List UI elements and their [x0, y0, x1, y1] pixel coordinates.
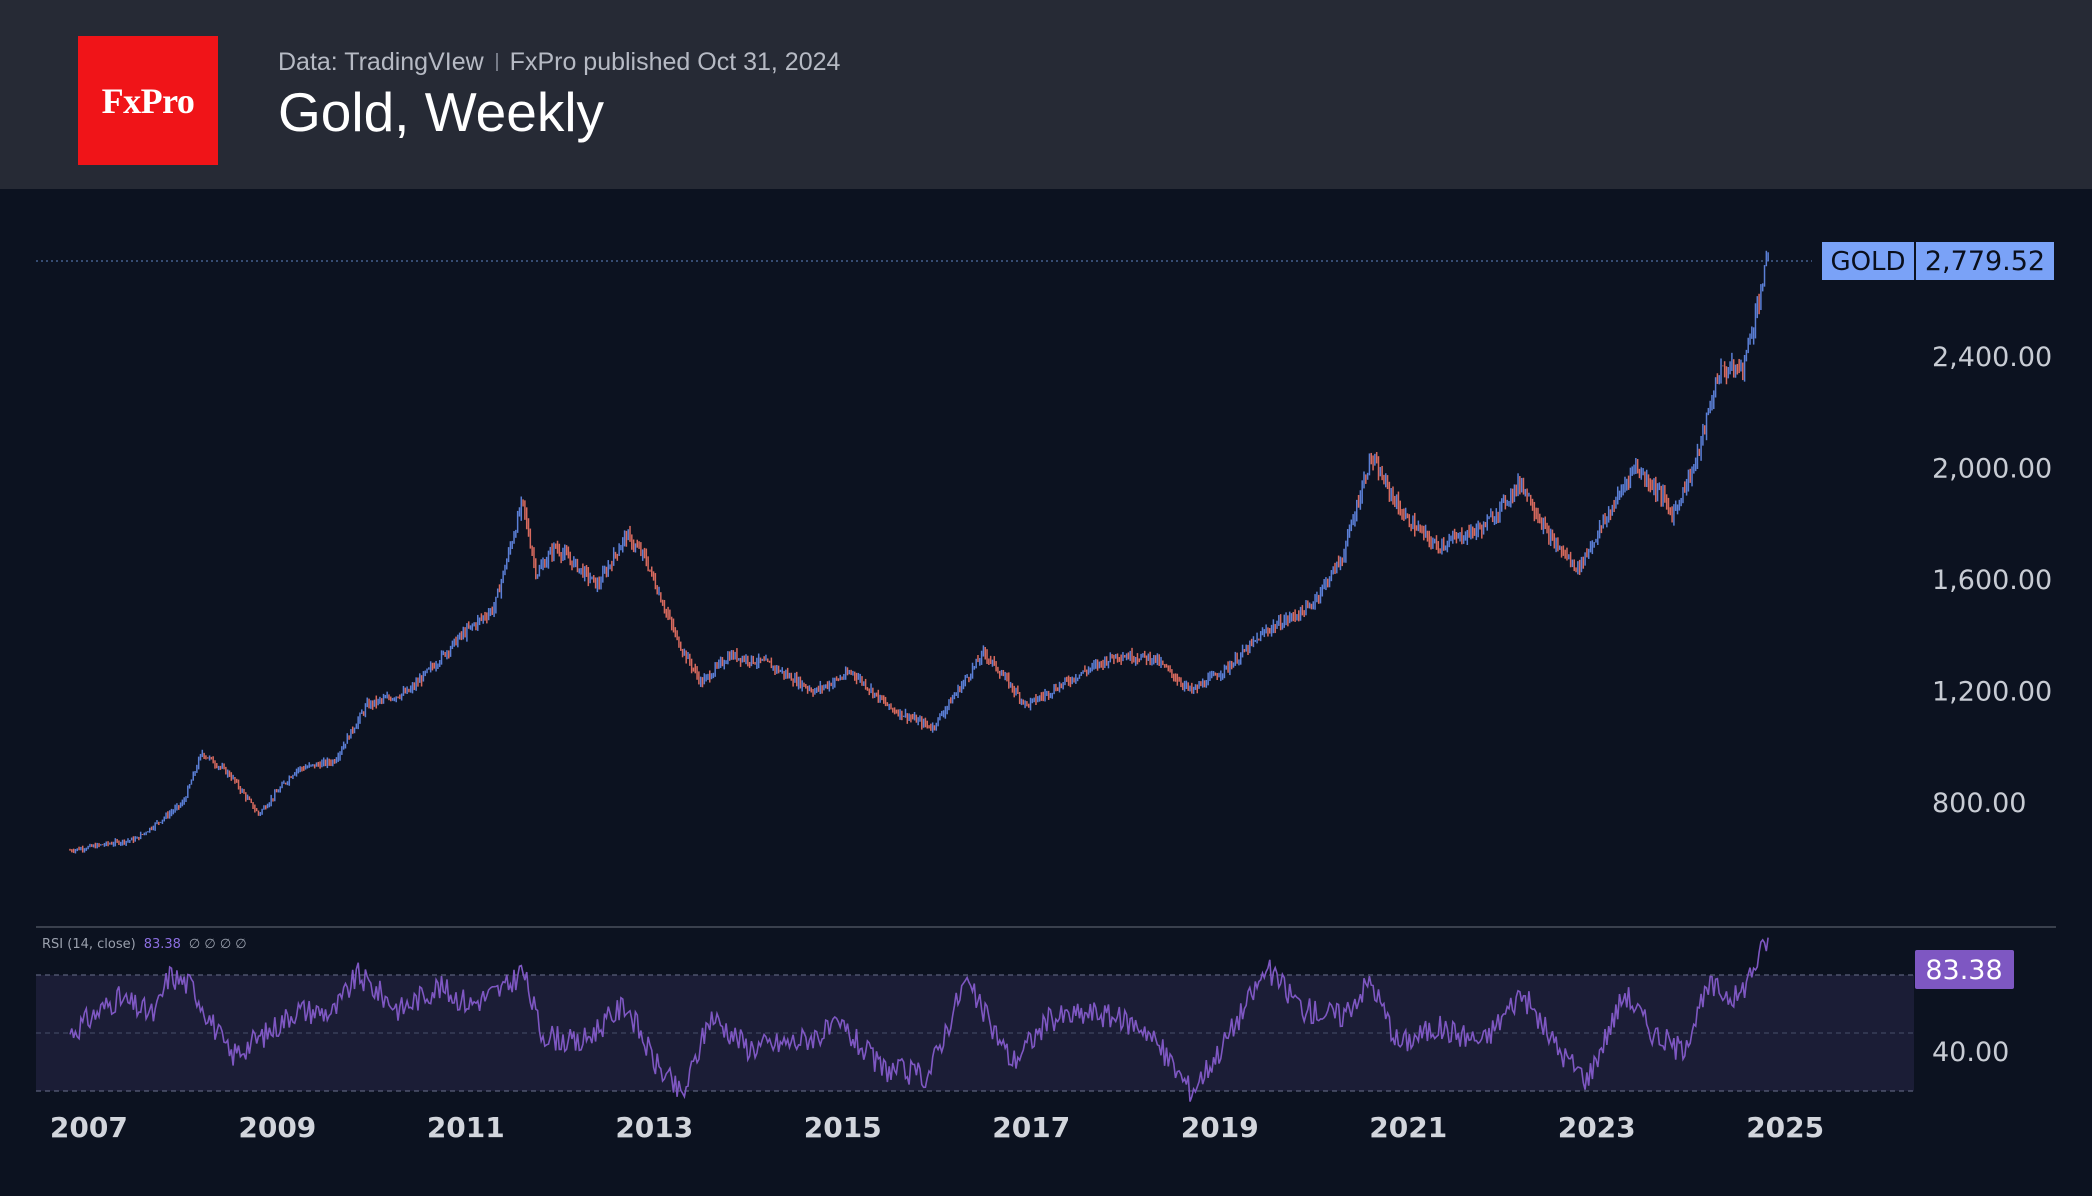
time-axis-tick: 2021 — [1369, 1111, 1447, 1144]
rsi-axis-tick: 40.00 — [1932, 1037, 2009, 1068]
price-axis-tick: 800.00 — [1932, 788, 2026, 819]
symbol-label: GOLD — [1830, 247, 1905, 277]
data-source: Data: TradingVIew — [278, 48, 484, 76]
price-axis-tick: 1,200.00 — [1932, 676, 2052, 707]
svg-text:RSI (14, close)83.38∅ ∅ ∅ ∅: RSI (14, close) 83.38 ∅ ∅ ∅ ∅ — [42, 937, 247, 952]
fxpro-logo: FxPro — [78, 36, 218, 165]
rsi-legend-value: 83.38 — [144, 937, 181, 952]
symbol-badge: GOLD — [1822, 242, 1914, 280]
time-axis: 2007 2009 2011 2013 2015 2017 2019 2021 2023 2025 — [50, 1111, 1824, 1144]
rsi-value-badge: 83.38 — [1915, 950, 2014, 989]
candles — [69, 250, 1769, 854]
rsi-line — [69, 937, 1769, 1102]
time-axis-tick: 2017 — [992, 1111, 1070, 1144]
time-axis-tick: 2009 — [238, 1111, 316, 1144]
price-axis-tick: 2,400.00 — [1932, 342, 2052, 373]
last-price-badge: 2,779.52 — [1916, 242, 2054, 280]
price-axis: 800.00 1,200.00 1,600.00 2,000.00 2,400.00 — [1932, 342, 2052, 819]
page-title: Gold, Weekly — [278, 81, 605, 143]
price-chart: 800.00 1,200.00 1,600.00 2,000.00 2,400.00 2… — [36, 242, 2056, 1144]
time-axis-tick: 2023 — [1558, 1111, 1636, 1144]
price-axis-tick: 1,600.00 — [1932, 565, 2052, 596]
rsi-legend: RSI (14, close) 83.38 ∅ ∅ ∅ ∅ — [42, 937, 247, 952]
last-price-label: 2,779.52 — [1925, 246, 2045, 277]
rsi-value-label: 83.38 — [1925, 955, 2002, 986]
published-info: FxPro published Oct 31, 2024 — [509, 48, 841, 76]
time-axis-tick: 2015 — [804, 1111, 882, 1144]
rsi-legend-label: RSI (14, close) — [42, 937, 136, 952]
meta-separator — [495, 53, 498, 71]
price-axis-tick: 2,000.00 — [1932, 453, 2052, 484]
rsi-legend-extra: ∅ ∅ ∅ ∅ — [189, 937, 247, 952]
time-axis-tick: 2007 — [50, 1111, 128, 1144]
publication-meta: Data: TradingVIew FxPro published Oct 31,… — [278, 48, 840, 77]
time-axis-tick: 2011 — [427, 1111, 505, 1144]
time-axis-tick: 2019 — [1181, 1111, 1259, 1144]
chart-header: FxPro Data: TradingVIew FxPro published O… — [0, 0, 2092, 189]
time-axis-tick: 2013 — [615, 1111, 693, 1144]
time-axis-tick: 2025 — [1746, 1111, 1824, 1144]
